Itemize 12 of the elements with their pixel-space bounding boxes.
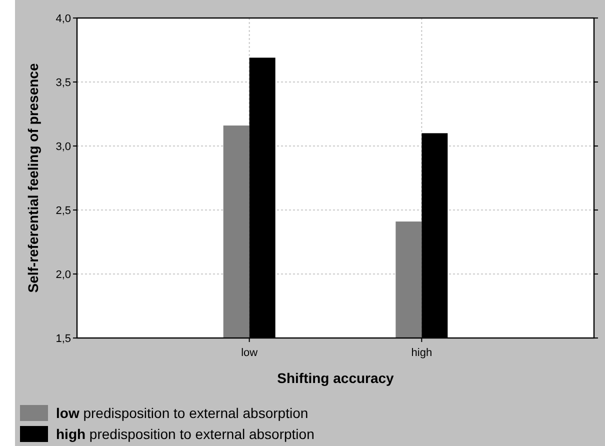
- y-tick-label: 2,0: [56, 268, 71, 281]
- legend-label: low predisposition to external absorption: [56, 405, 308, 421]
- legend-label: high predisposition to external absorption: [56, 426, 314, 442]
- x-axis-title: Shifting accuracy: [277, 370, 394, 386]
- y-tick-label: 3,0: [56, 140, 71, 153]
- y-tick-label: 2,5: [56, 204, 71, 217]
- y-tick-label: 4,0: [56, 12, 71, 25]
- y-tick-label: 1,5: [56, 332, 71, 345]
- y-tick-label: 3,5: [56, 76, 71, 89]
- y-axis-title: Self-referential feeling of presence: [25, 63, 41, 293]
- x-tick-label: low: [241, 347, 258, 359]
- x-tick-label: high: [411, 347, 432, 359]
